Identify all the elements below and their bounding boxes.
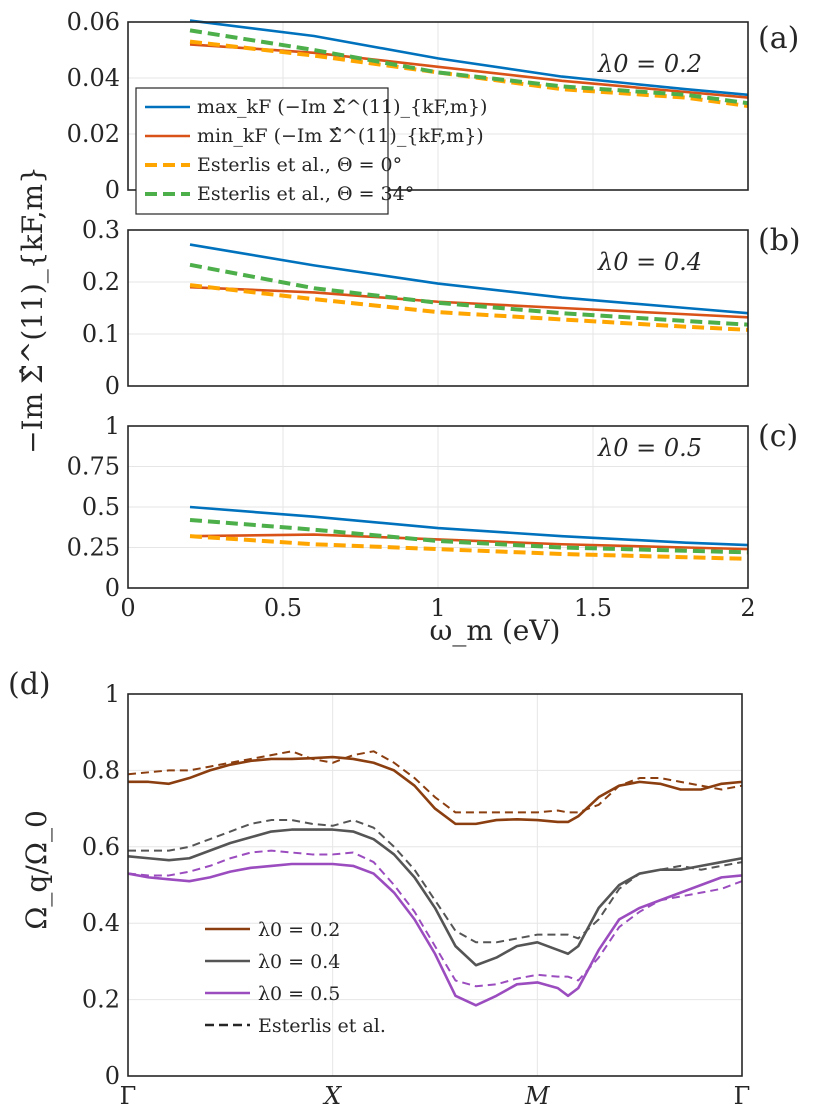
x-tick-label: 2 <box>740 594 755 622</box>
series-line <box>189 505 749 547</box>
x-tick-label: M <box>524 1082 551 1110</box>
y-tick-label: 0.06 <box>67 8 120 36</box>
axes-frame <box>127 693 743 1077</box>
series-line <box>189 534 749 561</box>
series-line <box>189 533 749 551</box>
y-tick-label: 1 <box>105 680 120 708</box>
legend-label: min_kF (−Im Σ̂^(11)_{kF,m}) <box>197 125 484 147</box>
series-line <box>128 819 743 944</box>
y-tick-label: 0.2 <box>82 986 120 1014</box>
y-tick-label: 0 <box>105 1062 120 1090</box>
top-ylabel: −Im Σ̂^(11)_{kF,m} <box>16 166 49 454</box>
y-tick-label: 0.04 <box>67 64 120 92</box>
axes-frame <box>127 21 749 191</box>
x-tick-label: Γ <box>120 1082 137 1110</box>
legend-label: max_kF (−Im Σ̂^(11)_{kF,m}) <box>197 96 487 118</box>
y-tick-label: 0.6 <box>82 833 120 861</box>
y-tick-label: 0.75 <box>67 453 120 481</box>
y-tick-label: 0.5 <box>82 493 120 521</box>
y-tick-label: 0 <box>105 574 120 602</box>
y-tick-label: 0.3 <box>82 216 120 244</box>
legend-label: λ0 = 0.2 <box>258 919 340 941</box>
legend-label: Esterlis et al., Θ = 34° <box>197 183 414 205</box>
series-line <box>189 517 749 555</box>
series-line <box>127 862 743 1007</box>
series-line <box>128 755 743 826</box>
series-line <box>189 262 749 327</box>
top-legend: max_kF (−Im Σ̂^(11)_{kF,m}) min_kF (−Im Σ… <box>135 87 487 215</box>
series-line <box>189 243 749 315</box>
panel-b: 0 0.1 0.2 0.3 λ0 = 0.4 <box>82 216 749 400</box>
x-tick-label: 0 <box>120 594 135 622</box>
series-line <box>189 28 749 106</box>
y-tick-label: 0.1 <box>82 320 120 348</box>
panel-d-ylabel: Ω_q/Ω_0 <box>20 810 53 930</box>
axes-frame <box>127 229 749 387</box>
panel-letter-b: (b) <box>758 223 801 258</box>
panel-c: 0 0.5 1 1.5 2 0 0.25 0.5 0.75 1 λ0 = 0.5 <box>67 412 756 622</box>
x-tick-label: Γ <box>734 1082 751 1110</box>
x-tick-label: 0.5 <box>264 594 302 622</box>
series-line <box>127 750 743 814</box>
panel-d-legend: λ0 = 0.2 λ0 = 0.4 λ0 = 0.5 Esterlis et al. <box>205 919 386 1037</box>
y-tick-label: 0.25 <box>67 534 120 562</box>
legend-label: λ0 = 0.5 <box>258 983 340 1005</box>
y-tick-label: 0 <box>105 176 120 204</box>
y-tick-label: 0 <box>105 372 120 400</box>
x-tick-label: 1.5 <box>574 594 612 622</box>
legend-label: λ0 = 0.4 <box>258 951 340 973</box>
panel-letter-d: (d) <box>8 667 51 702</box>
x-tick-label: 1 <box>430 594 445 622</box>
y-tick-label: 0.2 <box>82 268 120 296</box>
lambda-annotation: λ0 = 0.4 <box>597 248 702 276</box>
panel-d-ylabel-text: Ω_q/Ω_0 <box>20 810 53 930</box>
y-tick-label: 0.8 <box>82 756 120 784</box>
series-line <box>189 43 749 99</box>
x-tick-label: X <box>322 1082 342 1110</box>
panel-letter-a: (a) <box>758 21 799 56</box>
series-line <box>127 849 743 988</box>
legend-label: Esterlis et al., Θ = 0° <box>197 154 402 176</box>
series-line <box>189 283 749 332</box>
axes-frame <box>127 425 749 589</box>
legend-box <box>135 87 389 215</box>
top-xlabel: ω_m (eV) <box>430 614 561 647</box>
top-ylabel-text: −Im Σ̂^(11)_{kF,m} <box>16 166 49 454</box>
panel-d: Γ X M Γ00.20.40.60.81 <box>82 680 751 1110</box>
lambda-annotation: λ0 = 0.5 <box>597 434 702 462</box>
y-tick-label: 1 <box>105 412 120 440</box>
legend-label: Esterlis et al. <box>258 1015 386 1037</box>
y-tick-label: 0.4 <box>82 909 120 937</box>
lambda-annotation: λ0 = 0.2 <box>597 50 702 78</box>
series-line <box>189 285 749 319</box>
series-line <box>189 19 749 97</box>
y-tick-label: 0.02 <box>67 120 120 148</box>
panel-letter-c: (c) <box>758 419 798 454</box>
